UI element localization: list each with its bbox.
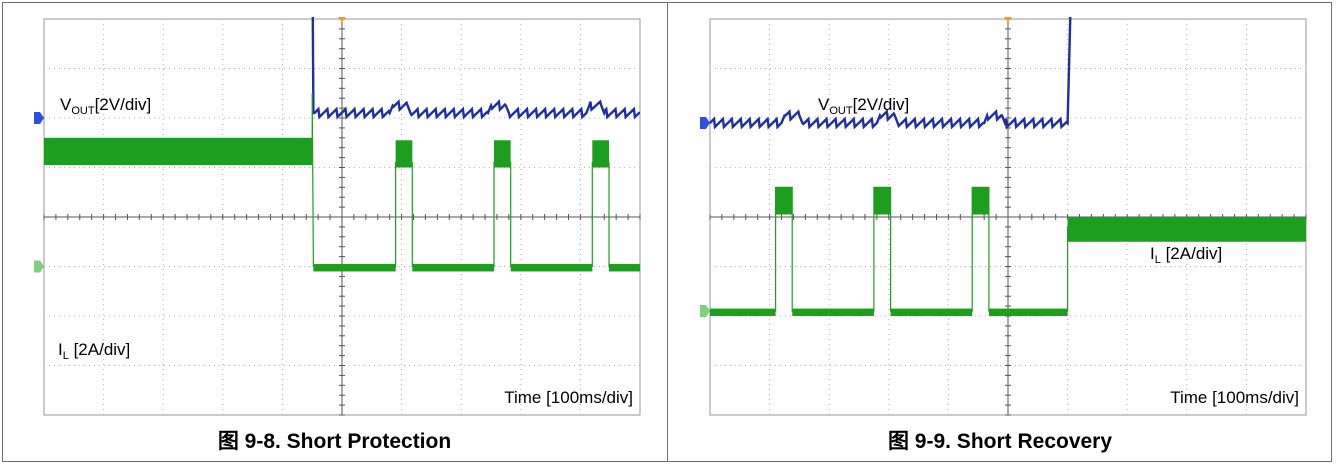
- scope-markers: [34, 17, 346, 273]
- scope-grid: [43, 18, 641, 416]
- chart-panel-short-recovery: VOUT[2V/div] IL [2A/div] Time [100ms/div…: [668, 2, 1332, 462]
- channel-1-marker: [34, 112, 44, 124]
- scope-plot-short-recovery: VOUT[2V/div] IL [2A/div] Time [100ms/div…: [700, 17, 1307, 416]
- current-band: [609, 264, 640, 272]
- current-band: [792, 308, 874, 316]
- scope-markers: [700, 17, 1012, 318]
- current-band: [412, 264, 494, 272]
- figure-caption: 图 9-8. Short Protection: [217, 430, 452, 453]
- il-label: IL [2A/div]: [1150, 244, 1222, 266]
- trigger-marker: [1004, 17, 1012, 22]
- vout-label: VOUT[2V/div]: [60, 95, 151, 117]
- il-label: IL [2A/div]: [58, 340, 130, 362]
- scope-plot-short-protection: VOUT[2V/div] IL [2A/div] Time [100ms/div…: [34, 17, 641, 416]
- trigger-marker: [338, 17, 346, 22]
- scope-traces: [709, 17, 1306, 316]
- time-axis-label: Time [100ms/div]: [504, 388, 633, 407]
- current-band: [890, 308, 973, 316]
- current-band: [44, 137, 313, 166]
- current-band: [313, 264, 396, 272]
- current-band: [710, 308, 776, 316]
- chart-panel-short-protection: VOUT[2V/div] IL [2A/div] Time [100ms/div…: [2, 2, 667, 462]
- current-band: [873, 187, 891, 215]
- current-band: [972, 187, 989, 215]
- current-band: [395, 140, 413, 168]
- vout-label: VOUT[2V/div]: [818, 95, 909, 117]
- vout-trace: [709, 17, 1072, 130]
- scope-traces: [44, 17, 640, 272]
- il-trace: [44, 93, 640, 268]
- figure-divider: [667, 2, 668, 462]
- vout-trace: [311, 17, 640, 120]
- il-trace: [710, 186, 1306, 312]
- current-band: [775, 187, 793, 215]
- current-band: [1067, 217, 1306, 242]
- channel-2-marker: [34, 260, 44, 273]
- time-axis-label: Time [100ms/div]: [1170, 388, 1299, 407]
- channel-1-marker: [700, 116, 710, 129]
- current-band: [510, 264, 593, 272]
- current-band: [592, 140, 610, 168]
- current-band: [493, 140, 511, 168]
- figure-caption: 图 9-9. Short Recovery: [887, 430, 1113, 453]
- current-band: [988, 308, 1068, 316]
- channel-2-marker: [700, 305, 710, 318]
